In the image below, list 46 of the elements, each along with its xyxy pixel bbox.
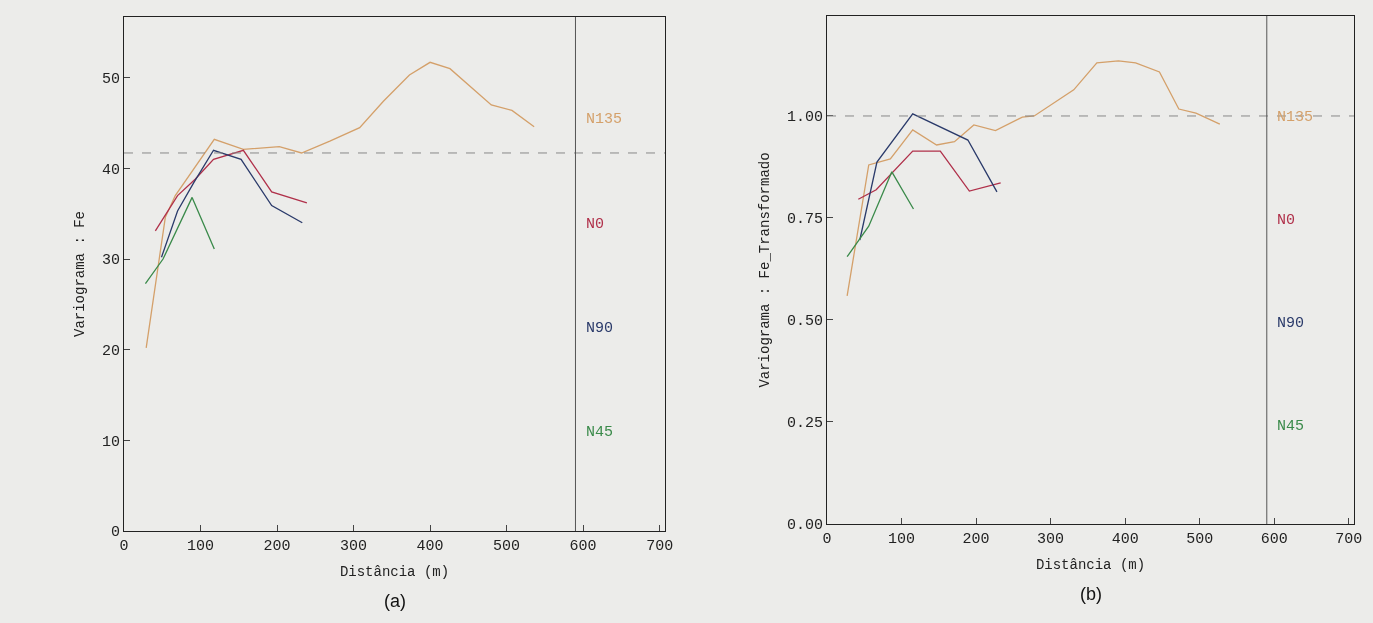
text: N135: [1277, 109, 1314, 126]
text: N45: [586, 424, 614, 441]
text: N0: [586, 216, 605, 233]
x-tick-label: 200: [263, 538, 291, 555]
line-series: [145, 61, 535, 349]
x-tick-label: 400: [1111, 531, 1139, 548]
x-axis-title: Distância (m): [339, 564, 450, 581]
y-tick-label: 40: [101, 161, 120, 179]
line-series: [144, 196, 215, 285]
x-tick-label: 400: [416, 538, 444, 555]
line-series: [846, 60, 1221, 297]
y-axis-title: Variograma : Fe_Transformado: [756, 152, 773, 388]
x-tick-label: 700: [646, 538, 674, 555]
text: N90: [1277, 315, 1305, 332]
y-axis-title: Variograma : Fe: [71, 210, 88, 338]
y-tick-label: 0.50: [786, 313, 823, 331]
x-tick-label: 200: [962, 531, 990, 548]
y-tick-label: 30: [101, 252, 120, 270]
text: N135: [586, 111, 623, 128]
line-series: [859, 113, 998, 241]
y-tick-label: 50: [101, 70, 120, 88]
y-tick-label: 10: [101, 433, 120, 451]
y-tick-label: 0.00: [786, 517, 823, 535]
x-tick-label: 100: [187, 538, 215, 555]
y-tick-label: 20: [101, 342, 120, 360]
x-tick-label: 600: [569, 538, 597, 555]
text: N90: [586, 320, 614, 337]
x-tick-label: 500: [1186, 531, 1214, 548]
x-tick-label: 500: [493, 538, 521, 555]
line-series: [154, 149, 308, 232]
text: (b): [1080, 584, 1102, 604]
y-tick-label: 0.25: [786, 415, 823, 433]
x-tick-label: 300: [1037, 531, 1065, 548]
text: N0: [1277, 212, 1296, 229]
text: (a): [384, 591, 406, 611]
x-tick-label: 300: [340, 538, 368, 555]
line-series: [846, 171, 915, 258]
x-axis-title: Distância (m): [1035, 557, 1146, 574]
x-tick-label: 700: [1335, 531, 1363, 548]
line-series: [160, 149, 303, 258]
y-tick-label: 0.75: [786, 211, 823, 229]
line-series: [857, 150, 1002, 200]
x-tick-label: 600: [1260, 531, 1288, 548]
text: N45: [1277, 418, 1305, 435]
y-tick-label: 1.00: [786, 109, 823, 127]
x-tick-label: 100: [888, 531, 916, 548]
